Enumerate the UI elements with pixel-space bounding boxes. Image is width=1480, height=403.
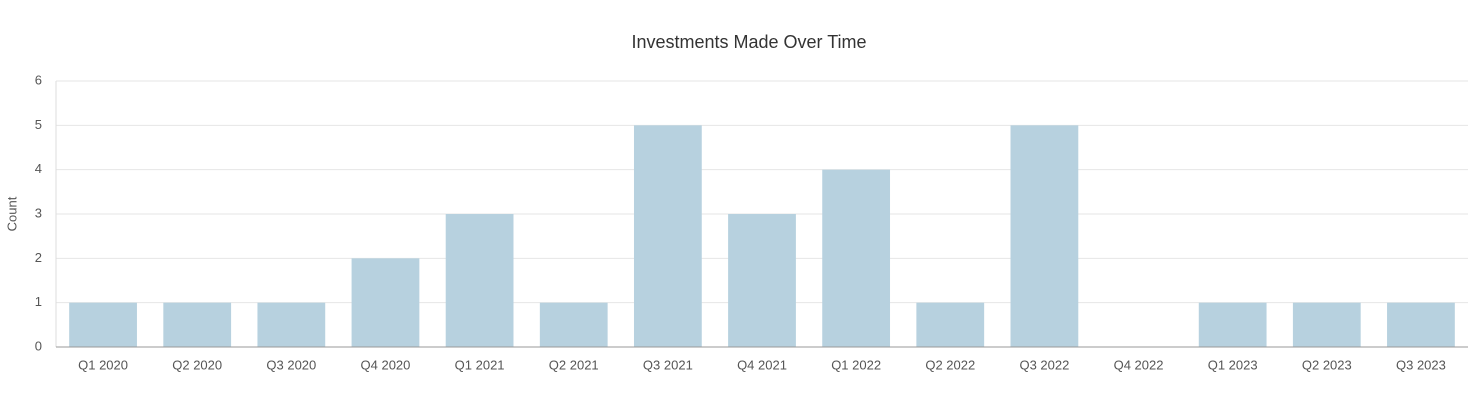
bar xyxy=(916,302,985,347)
x-tick-label: Q4 2022 xyxy=(1114,357,1164,372)
y-tick-label: 5 xyxy=(35,117,42,132)
x-tick-label: Q1 2021 xyxy=(455,357,505,372)
x-tick-label: Q2 2022 xyxy=(925,357,975,372)
bar xyxy=(445,214,514,347)
x-tick-label: Q3 2020 xyxy=(266,357,316,372)
x-tick-label: Q4 2020 xyxy=(361,357,411,372)
bar xyxy=(351,258,420,347)
x-tick-label: Q1 2022 xyxy=(831,357,881,372)
bar xyxy=(1198,302,1267,347)
y-axis-label: Count xyxy=(4,196,19,231)
bar xyxy=(539,302,608,347)
y-tick-label: 3 xyxy=(35,205,42,220)
y-tick-label: 1 xyxy=(35,294,42,309)
x-tick-label: Q3 2021 xyxy=(643,357,693,372)
bar xyxy=(633,125,702,347)
bar xyxy=(69,302,137,347)
x-tick-label: Q2 2020 xyxy=(172,357,222,372)
bar xyxy=(1010,125,1079,347)
bar xyxy=(1292,302,1361,347)
y-tick-label: 4 xyxy=(35,161,42,176)
x-tick-label: Q2 2023 xyxy=(1302,357,1352,372)
y-tick-label: 6 xyxy=(35,72,42,87)
x-tick-label: Q3 2022 xyxy=(1019,357,1069,372)
bar xyxy=(1387,302,1455,347)
x-tick-label: Q3 2023 xyxy=(1396,357,1446,372)
bar xyxy=(257,302,326,347)
x-tick-label: Q2 2021 xyxy=(549,357,599,372)
bar xyxy=(728,214,796,347)
y-tick-label: 0 xyxy=(35,338,42,353)
chart-title: Investments Made Over Time xyxy=(631,32,866,52)
bar xyxy=(822,169,891,347)
x-tick-label: Q1 2020 xyxy=(78,357,128,372)
x-tick-label: Q4 2021 xyxy=(737,357,787,372)
x-tick-label: Q1 2023 xyxy=(1208,357,1258,372)
y-tick-label: 2 xyxy=(35,250,42,265)
bar xyxy=(163,302,232,347)
